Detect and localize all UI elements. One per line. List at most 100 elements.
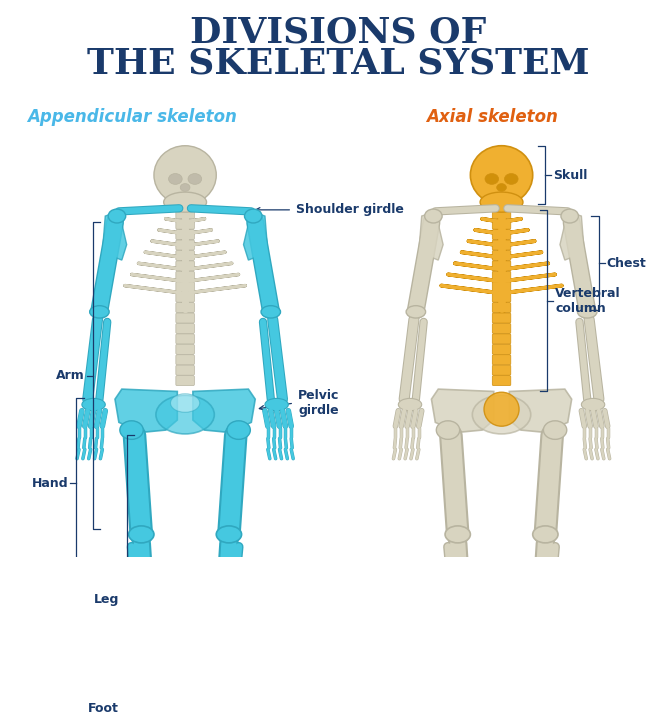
Ellipse shape bbox=[470, 146, 533, 204]
Ellipse shape bbox=[533, 526, 558, 543]
FancyBboxPatch shape bbox=[176, 303, 195, 313]
Ellipse shape bbox=[495, 224, 509, 231]
Ellipse shape bbox=[406, 305, 426, 318]
FancyBboxPatch shape bbox=[176, 344, 195, 354]
FancyBboxPatch shape bbox=[176, 376, 195, 386]
Text: Axial skeleton: Axial skeleton bbox=[426, 108, 558, 126]
FancyBboxPatch shape bbox=[492, 376, 511, 386]
Ellipse shape bbox=[452, 617, 473, 629]
Ellipse shape bbox=[497, 184, 507, 191]
Ellipse shape bbox=[156, 395, 214, 434]
Ellipse shape bbox=[265, 399, 288, 411]
FancyBboxPatch shape bbox=[492, 313, 511, 323]
Ellipse shape bbox=[485, 174, 499, 184]
Ellipse shape bbox=[578, 305, 597, 318]
Ellipse shape bbox=[213, 617, 235, 629]
Text: Shoulder girdle: Shoulder girdle bbox=[296, 204, 404, 217]
FancyBboxPatch shape bbox=[492, 229, 511, 239]
FancyBboxPatch shape bbox=[176, 313, 195, 323]
Ellipse shape bbox=[582, 399, 605, 411]
FancyBboxPatch shape bbox=[492, 355, 511, 365]
Ellipse shape bbox=[436, 421, 459, 440]
Text: Leg: Leg bbox=[94, 593, 119, 606]
Text: Chest: Chest bbox=[607, 257, 647, 270]
FancyBboxPatch shape bbox=[492, 261, 511, 271]
Ellipse shape bbox=[484, 392, 519, 426]
FancyBboxPatch shape bbox=[492, 282, 511, 292]
FancyBboxPatch shape bbox=[176, 229, 195, 239]
Ellipse shape bbox=[227, 421, 250, 440]
Text: Appendicular skeleton: Appendicular skeleton bbox=[27, 108, 236, 126]
FancyBboxPatch shape bbox=[492, 344, 511, 354]
FancyBboxPatch shape bbox=[176, 240, 195, 250]
Ellipse shape bbox=[543, 421, 567, 440]
Polygon shape bbox=[244, 212, 268, 260]
FancyBboxPatch shape bbox=[176, 261, 195, 271]
Ellipse shape bbox=[169, 174, 182, 184]
FancyBboxPatch shape bbox=[176, 334, 195, 344]
Polygon shape bbox=[193, 389, 255, 432]
Polygon shape bbox=[432, 389, 494, 432]
FancyBboxPatch shape bbox=[492, 303, 511, 313]
FancyBboxPatch shape bbox=[492, 334, 511, 344]
Ellipse shape bbox=[120, 421, 143, 440]
FancyBboxPatch shape bbox=[492, 209, 511, 219]
Ellipse shape bbox=[424, 209, 442, 223]
Text: Hand: Hand bbox=[32, 477, 68, 490]
Text: Pelvic
girdle: Pelvic girdle bbox=[298, 389, 339, 417]
Ellipse shape bbox=[244, 209, 262, 223]
Text: Skull: Skull bbox=[553, 168, 588, 181]
Text: DIVISIONS OF: DIVISIONS OF bbox=[190, 15, 486, 49]
Ellipse shape bbox=[561, 209, 578, 223]
Ellipse shape bbox=[495, 212, 509, 219]
Text: THE SKELETAL SYSTEM: THE SKELETAL SYSTEM bbox=[87, 46, 589, 80]
Ellipse shape bbox=[179, 231, 192, 237]
Polygon shape bbox=[102, 212, 127, 260]
FancyBboxPatch shape bbox=[176, 250, 195, 260]
Ellipse shape bbox=[495, 219, 509, 224]
FancyBboxPatch shape bbox=[492, 365, 511, 375]
FancyBboxPatch shape bbox=[176, 219, 195, 229]
FancyBboxPatch shape bbox=[492, 271, 511, 281]
Ellipse shape bbox=[154, 146, 216, 204]
FancyBboxPatch shape bbox=[176, 323, 195, 333]
Ellipse shape bbox=[179, 224, 192, 231]
Ellipse shape bbox=[526, 622, 545, 635]
Text: Vertebral
column: Vertebral column bbox=[555, 287, 621, 315]
Ellipse shape bbox=[472, 395, 531, 434]
Ellipse shape bbox=[90, 305, 109, 318]
Ellipse shape bbox=[180, 184, 190, 191]
FancyBboxPatch shape bbox=[176, 355, 195, 365]
Ellipse shape bbox=[141, 622, 161, 635]
FancyBboxPatch shape bbox=[492, 292, 511, 302]
Ellipse shape bbox=[179, 219, 192, 224]
Ellipse shape bbox=[495, 231, 509, 237]
Ellipse shape bbox=[480, 192, 523, 212]
Ellipse shape bbox=[179, 212, 192, 219]
Ellipse shape bbox=[216, 526, 242, 543]
Ellipse shape bbox=[445, 526, 470, 543]
FancyBboxPatch shape bbox=[492, 219, 511, 229]
Ellipse shape bbox=[82, 399, 106, 411]
Ellipse shape bbox=[164, 192, 207, 212]
Ellipse shape bbox=[505, 174, 518, 184]
Polygon shape bbox=[115, 389, 177, 432]
Ellipse shape bbox=[108, 209, 125, 223]
Ellipse shape bbox=[530, 617, 551, 629]
Ellipse shape bbox=[457, 622, 477, 635]
FancyBboxPatch shape bbox=[492, 240, 511, 250]
Text: Arm: Arm bbox=[56, 369, 85, 382]
Polygon shape bbox=[509, 389, 572, 432]
FancyBboxPatch shape bbox=[176, 282, 195, 292]
Ellipse shape bbox=[135, 617, 157, 629]
Ellipse shape bbox=[171, 394, 200, 412]
Ellipse shape bbox=[209, 622, 229, 635]
FancyBboxPatch shape bbox=[176, 292, 195, 302]
FancyBboxPatch shape bbox=[492, 250, 511, 260]
FancyBboxPatch shape bbox=[492, 323, 511, 333]
Ellipse shape bbox=[261, 305, 280, 318]
Ellipse shape bbox=[129, 526, 154, 543]
FancyBboxPatch shape bbox=[176, 365, 195, 375]
Text: Foot: Foot bbox=[88, 702, 119, 715]
Ellipse shape bbox=[398, 399, 422, 411]
